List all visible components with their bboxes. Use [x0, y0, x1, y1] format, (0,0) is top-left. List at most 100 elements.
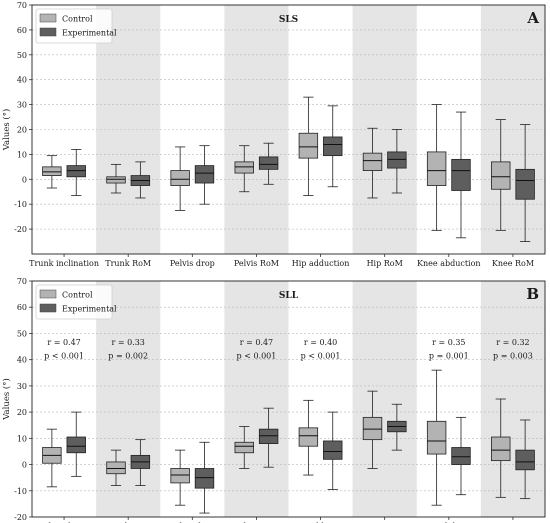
box-iqr — [298, 132, 319, 159]
chart-title: SLL — [279, 291, 299, 301]
shaded-band — [224, 281, 289, 517]
box-iqr — [170, 170, 190, 186]
x-tick-label: Hip adduction — [292, 259, 350, 268]
y-tick-label: 50 — [17, 51, 27, 60]
box-experimental-3 — [258, 142, 279, 185]
box-experimental-0 — [66, 149, 86, 196]
box-experimental-1 — [130, 439, 151, 486]
legend: Control Experimental — [35, 8, 117, 44]
annotation-p: p < 0.001 — [237, 351, 277, 360]
plot-area — [42, 369, 535, 514]
y-tick-label: 10 — [17, 434, 27, 443]
box-control-0 — [42, 428, 62, 488]
annotation-r: r = 0.32 — [496, 338, 529, 347]
box-experimental-6 — [451, 111, 471, 239]
box-iqr — [234, 441, 254, 454]
y-tick-label: 40 — [17, 76, 27, 85]
box-iqr — [323, 440, 343, 460]
y-tick-label: 20 — [17, 126, 27, 135]
box-iqr — [451, 158, 471, 191]
x-tick-label: Knee RoM — [492, 259, 534, 268]
legend-label-control: Control — [62, 291, 93, 300]
x-tick-label: Hip RoM — [367, 259, 403, 268]
box-iqr — [234, 161, 254, 174]
x-tick-label: Pelvis RoM — [234, 259, 279, 268]
box-control-6 — [426, 104, 447, 231]
annotation-r: r = 0.47 — [240, 338, 273, 347]
box-experimental-4 — [323, 105, 343, 188]
legend-swatch-control — [39, 289, 57, 299]
y-tick-label: -20 — [14, 225, 27, 234]
box-experimental-3 — [258, 407, 279, 468]
y-tick-label: 10 — [17, 150, 27, 159]
box-experimental-0 — [66, 411, 86, 477]
x-tick-label: Trunk RoM — [105, 259, 151, 268]
box-iqr — [66, 165, 86, 178]
box-control-3 — [234, 426, 254, 469]
box-iqr — [515, 449, 535, 471]
box-experimental-4 — [323, 411, 343, 490]
panel-letter: B — [526, 285, 539, 303]
annotation-r: r = 0.47 — [47, 338, 80, 347]
box-control-2 — [170, 449, 190, 506]
box-experimental-2 — [194, 145, 215, 205]
box-iqr — [170, 468, 190, 484]
legend-swatch-experimental — [39, 303, 57, 313]
box-iqr — [194, 468, 215, 489]
x-tick-label: Trunk inclination — [29, 259, 99, 268]
chart-panel-a: -20 -10 0 10 20 30 40 50 60 70 Values (°) Trunk inc… — [1, 1, 546, 268]
box-control-3 — [234, 145, 254, 193]
box-iqr — [451, 447, 471, 465]
box-experimental-7 — [515, 419, 535, 500]
box-iqr — [258, 428, 279, 444]
box-iqr — [66, 436, 86, 454]
shaded-band — [480, 281, 545, 517]
box-iqr — [258, 156, 279, 170]
y-tick-label: 0 — [22, 461, 27, 470]
y-tick-label: 70 — [17, 277, 27, 286]
chart-title: SLS — [279, 15, 298, 25]
box-iqr — [491, 161, 511, 190]
box-iqr — [106, 461, 126, 475]
box-iqr — [491, 436, 511, 462]
annotation-p: p = 0.002 — [108, 351, 148, 360]
annotation-p: p < 0.001 — [301, 351, 341, 360]
box-control-6 — [426, 369, 447, 506]
box-iqr — [323, 136, 343, 157]
shaded-band — [352, 281, 417, 517]
box-control-0 — [42, 155, 62, 189]
legend-label-experimental: Experimental — [62, 29, 117, 38]
box-iqr — [362, 152, 383, 171]
plot-frame — [31, 4, 546, 255]
y-tick-label: 50 — [17, 329, 27, 338]
box-control-5 — [362, 127, 383, 199]
box-experimental-2 — [194, 441, 215, 514]
y-tick-label: 40 — [17, 356, 27, 365]
y-tick-label: -10 — [14, 487, 27, 496]
legend-label-control: Control — [62, 15, 93, 24]
x-tick-label: Knee abduction — [417, 259, 481, 268]
y-tick-label: 60 — [17, 303, 27, 312]
annotation-p: p < 0.001 — [44, 351, 84, 360]
panel-letter: A — [526, 9, 539, 27]
legend-swatch-experimental — [39, 27, 57, 37]
plot-area — [42, 96, 535, 242]
box-experimental-5 — [387, 403, 407, 451]
box-experimental-1 — [130, 161, 151, 199]
box-iqr — [42, 166, 62, 176]
y-axis-label: Values (°) — [1, 378, 12, 421]
box-iqr — [362, 416, 383, 441]
annotation-p: p = 0.003 — [493, 351, 533, 360]
box-control-1 — [106, 163, 126, 194]
shaded-band — [96, 281, 161, 517]
annotation-r: r = 0.35 — [432, 338, 465, 347]
y-tick-label: -20 — [14, 513, 27, 522]
y-tick-label: 60 — [17, 26, 27, 35]
legend-label-experimental: Experimental — [62, 305, 117, 314]
box-control-4 — [298, 96, 319, 196]
y-tick-label: 30 — [17, 382, 27, 391]
annotation-r: r = 0.40 — [304, 338, 337, 347]
box-iqr — [194, 165, 215, 184]
y-tick-label: 20 — [17, 408, 27, 417]
